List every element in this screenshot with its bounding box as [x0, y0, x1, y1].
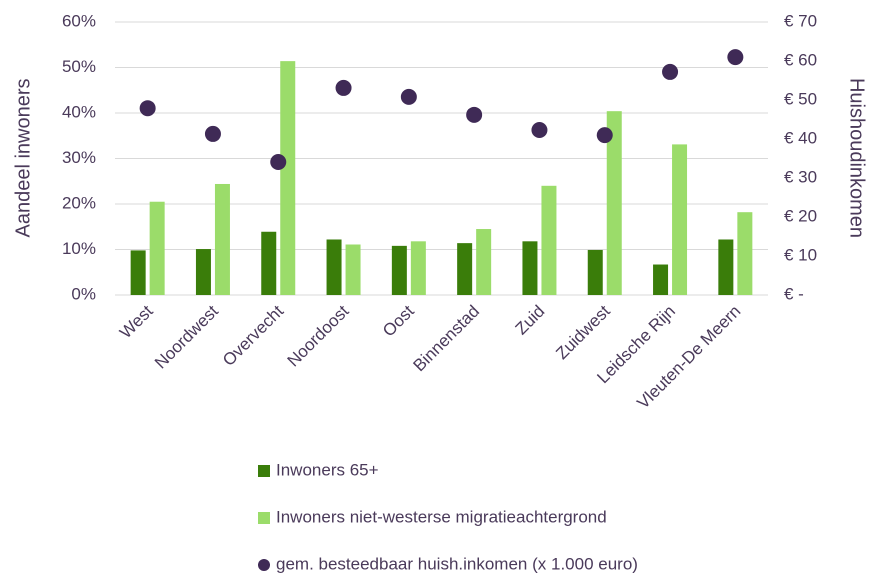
y2-tick-label: € - — [784, 284, 804, 303]
y-tick-label: 20% — [62, 193, 96, 212]
y-tick-label: 0% — [71, 284, 96, 303]
y2-tick-label: € 70 — [784, 11, 817, 30]
y2-tick-label: € 40 — [784, 128, 817, 147]
dot — [662, 63, 679, 80]
x-tick-label: Noordwest — [151, 301, 222, 372]
dot — [139, 100, 156, 117]
bar — [391, 245, 407, 295]
bar — [672, 144, 688, 295]
bar — [587, 249, 603, 295]
legend-marker — [258, 465, 270, 477]
bar — [214, 183, 230, 295]
x-tick-label: Zuidwest — [552, 301, 614, 363]
y2-tick-label: € 60 — [784, 50, 817, 69]
dot — [270, 154, 287, 171]
dot — [335, 79, 352, 96]
x-tick-label: Noordoost — [284, 301, 353, 370]
y-tick-label: 60% — [62, 11, 96, 30]
legend-label: Inwoners 65+ — [276, 460, 379, 479]
y2-tick-label: € 50 — [784, 89, 817, 108]
y2-tick-label: € 30 — [784, 167, 817, 186]
x-tick-label: Binnenstad — [410, 302, 484, 376]
bar — [737, 212, 753, 295]
y-tick-label: 10% — [62, 239, 96, 258]
bar — [410, 241, 426, 295]
dot — [204, 125, 221, 142]
bar — [149, 201, 165, 295]
legend-label: Inwoners niet-westerse migratieachtergro… — [276, 507, 607, 526]
bar — [195, 249, 211, 295]
y-tick-label: 30% — [62, 148, 96, 167]
y2-axis-label: Huishoudinkomen — [846, 78, 868, 238]
dot — [531, 122, 548, 139]
y2-tick-label: € 20 — [784, 206, 817, 225]
legend-marker — [258, 512, 270, 524]
x-tick-label: Overvecht — [219, 301, 287, 369]
y-tick-label: 50% — [62, 57, 96, 76]
dot — [400, 88, 417, 105]
legend-marker — [258, 559, 270, 571]
y-axis-label: Aandeel inwoners — [12, 79, 34, 238]
bar — [541, 185, 557, 295]
x-tick-label: Oost — [379, 301, 418, 340]
bar — [345, 244, 361, 295]
dot — [466, 106, 483, 123]
dot — [727, 49, 744, 66]
y2-tick-label: € 10 — [784, 245, 817, 264]
bar — [280, 61, 296, 295]
bar — [130, 250, 146, 295]
x-tick-label: West — [116, 301, 157, 342]
bar — [522, 241, 538, 295]
bar — [476, 229, 492, 295]
dot — [596, 127, 613, 144]
bar — [718, 239, 734, 295]
legend-label: gem. besteedbaar huish.inkomen (x 1.000 … — [276, 554, 638, 573]
bar — [606, 111, 622, 296]
bar — [653, 264, 669, 295]
y-tick-label: 40% — [62, 102, 96, 121]
x-tick-label: Zuid — [512, 302, 549, 339]
bar — [326, 239, 342, 295]
bar — [457, 243, 473, 295]
bar — [261, 231, 277, 295]
